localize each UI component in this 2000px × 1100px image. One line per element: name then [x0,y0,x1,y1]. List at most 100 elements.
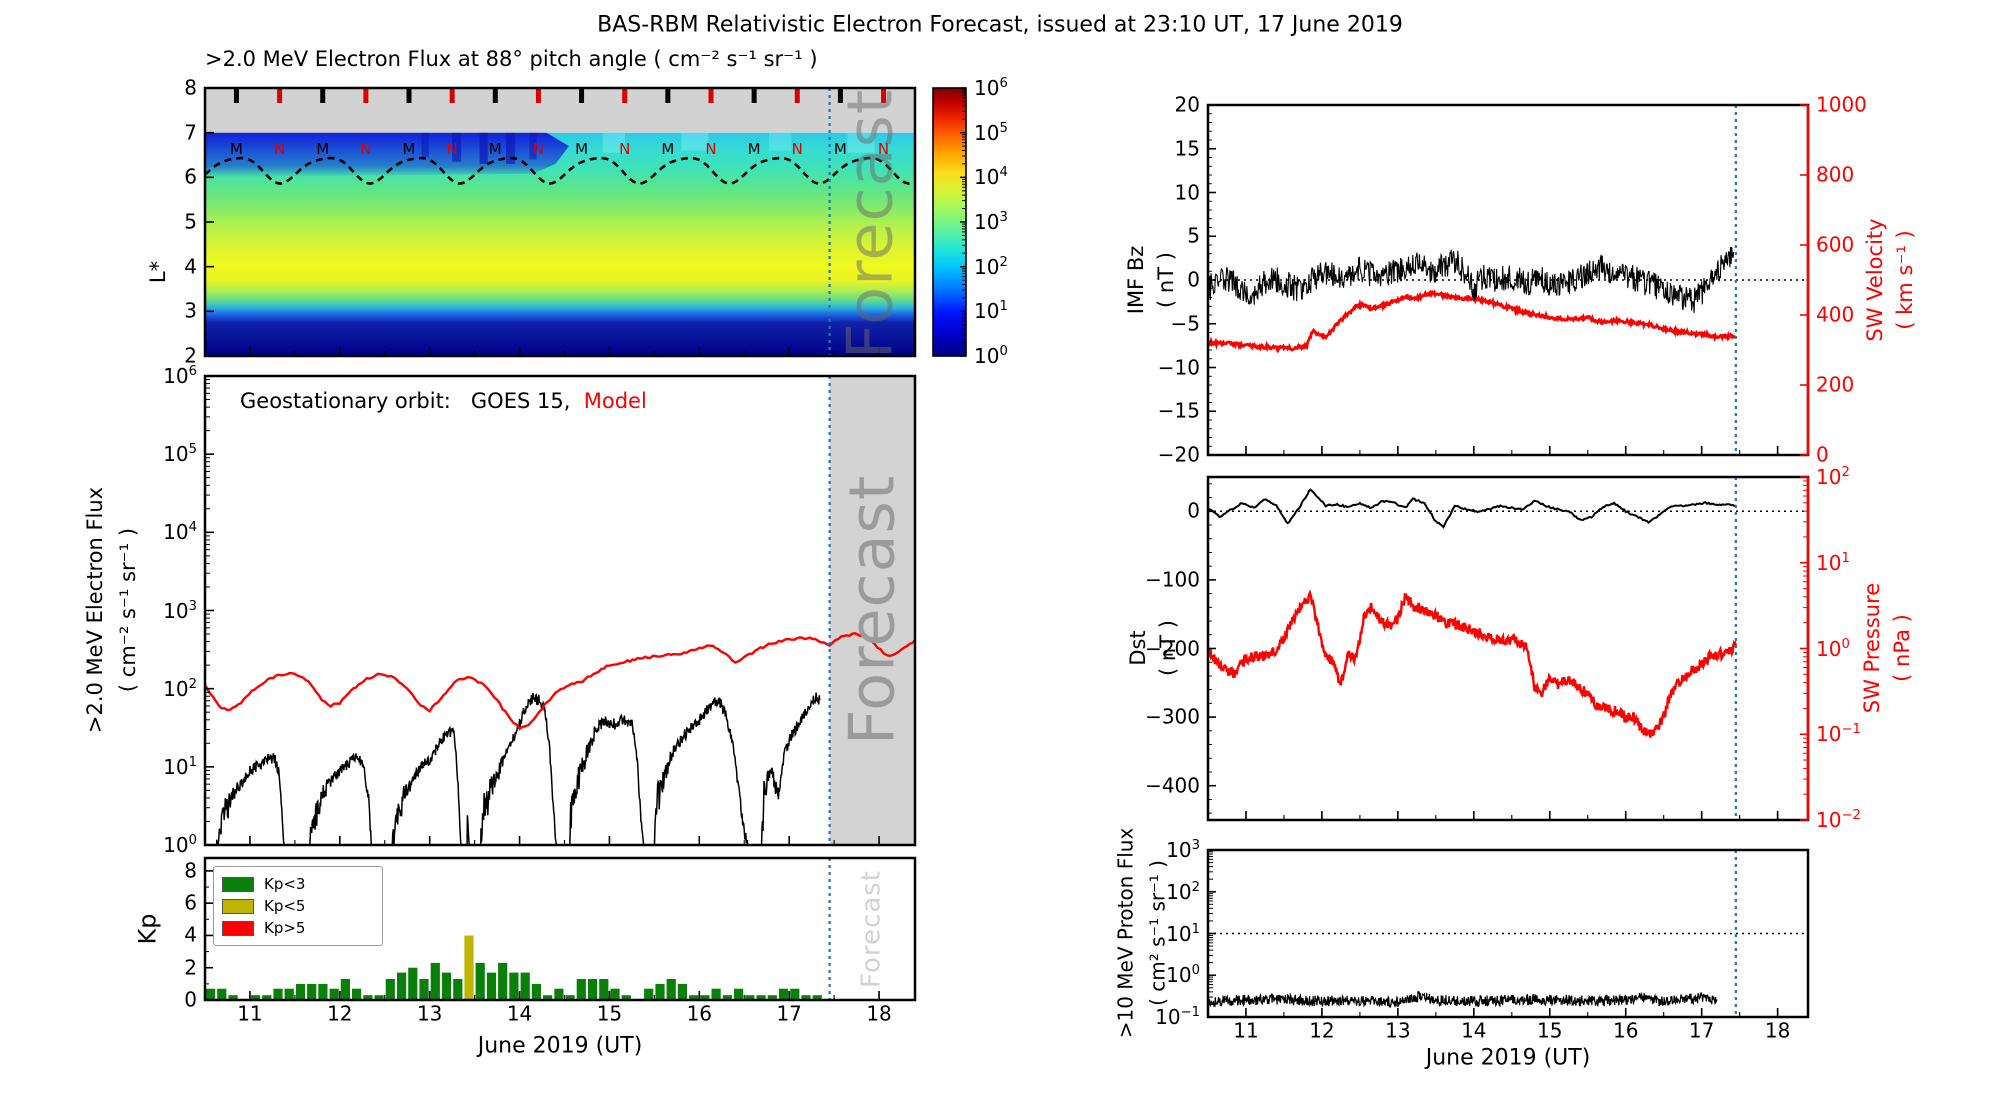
right-xtick: 11 [1233,1018,1259,1043]
kp-legend-row: Kp>5 [222,917,374,939]
kp-bar [284,988,294,1000]
mn-label-N: N [446,140,458,159]
kp-ylabel: Kp [133,913,162,945]
colorbar-tick-label: 100 [974,343,1008,368]
kp-bar [329,988,339,1000]
vel-ytick: 400 [1816,302,1855,327]
left-xtick: 14 [506,1001,533,1026]
kp-legend-row: Kp<3 [222,873,374,895]
kp-bar [745,995,755,1000]
kp-bar [475,962,485,1000]
mn-label-M: M [747,140,761,159]
imf-ytick: −5 [1170,311,1200,336]
imf-ytick: −10 [1157,355,1200,379]
kp-bar [397,972,407,1000]
kp-bar [340,979,350,1000]
proton-flux-line [1208,990,1718,1009]
imf-ytick: 15 [1174,136,1200,161]
mn-label-M: M [402,140,416,159]
kp-bar [318,983,328,1000]
flux-ytick: 104 [163,520,197,545]
kp-bar [509,972,519,1000]
proton-ytick: 103 [1166,837,1200,862]
kp-bar [711,988,721,1000]
left-xtick: 16 [686,1001,713,1026]
kp-legend-label: Kp<3 [264,875,306,893]
flux-ytick: 101 [163,754,197,779]
mn-label-M: M [229,140,243,159]
spectrogram-ytick: 6 [184,164,197,189]
kp-bar [273,988,283,1000]
kp-legend-swatch [222,876,254,892]
right-xtick: 16 [1612,1018,1639,1043]
goes15-flux-line [569,713,645,845]
kp-bar [576,979,586,1000]
proton-ytick: 100 [1166,963,1200,988]
kp-bar [430,962,440,1000]
kp-legend: Kp<3 Kp<5 Kp>5 [213,866,383,946]
kp-bar [644,988,654,1000]
kp-ytick: 6 [184,890,197,915]
imf-ytick: −15 [1157,398,1200,423]
kp-bar [464,935,474,1000]
imf-ytick: 10 [1174,180,1200,204]
spectrogram-ytick: 5 [184,209,197,234]
kp-bar [543,995,553,1000]
imf-ytick: −20 [1157,442,1200,467]
flux-legend-prefix: Geostationary orbit: [240,389,451,413]
kp-bar [610,988,620,1000]
left-xtick: 11 [237,1001,263,1026]
spectrogram-forecast-watermark: Forecast [833,88,907,360]
vel-ytick: 1000 [1816,92,1867,117]
kp-bar [565,995,575,1000]
prs-ytick: 10−2 [1816,807,1861,832]
right-xtick: 15 [1537,1018,1563,1043]
flux-ylabel-line2: ( cm⁻² s⁻¹ sr⁻¹ ) [115,527,140,693]
kp-bar [419,979,429,1000]
dst-line [1208,488,1736,529]
kp-bar [621,995,631,1000]
left-xtick: 15 [596,1001,623,1026]
goes15-flux-line [309,752,373,845]
colorbar-tick-label: 103 [974,209,1008,234]
mn-label-N: N [791,140,803,159]
mn-label-N: N [532,140,545,159]
kp-bar [295,983,306,1000]
mn-label-N: N [619,140,631,159]
flux-ytick: 100 [163,832,197,857]
mn-label-N: N [877,140,890,159]
proton-ytick: 102 [1166,879,1200,904]
kp-bar [677,983,687,1000]
sw-pressure-line [1208,589,1737,738]
kp-bar [228,995,238,1000]
imf-ytick: 0 [1187,267,1200,292]
kp-bar [441,972,452,1000]
dst-ytick: −100 [1145,567,1200,592]
mn-label-M: M [316,140,330,159]
kp-bar [734,988,744,1000]
mn-label-M: M [661,140,675,159]
colorbar-tick-label: 106 [974,75,1008,100]
spectrogram-ytick: 2 [184,343,197,368]
proton-ytick: 10−1 [1155,1004,1200,1029]
kp-bar [498,962,508,1000]
prs-ytick: 100 [1816,636,1850,661]
flux-legend-model: Model [583,389,647,413]
kp-legend-swatch [222,920,254,936]
kp-bar [778,988,789,1000]
kp-bar [700,995,710,1000]
left-xtick: 12 [327,1001,353,1026]
imf-ylabel-line2: ( nT ) [1153,252,1178,308]
mn-label-N: N [360,140,372,159]
kp-bar [307,983,317,1000]
kp-legend-swatch [222,898,254,914]
goes15-flux-line [480,693,558,845]
vel-ytick: 0 [1816,442,1829,467]
goes15-flux-line [215,753,285,845]
mn-label-M: M [575,140,589,159]
kp-bar [666,979,676,1000]
mn-label-M: M [833,140,847,159]
imf-bz-line [1208,246,1735,313]
